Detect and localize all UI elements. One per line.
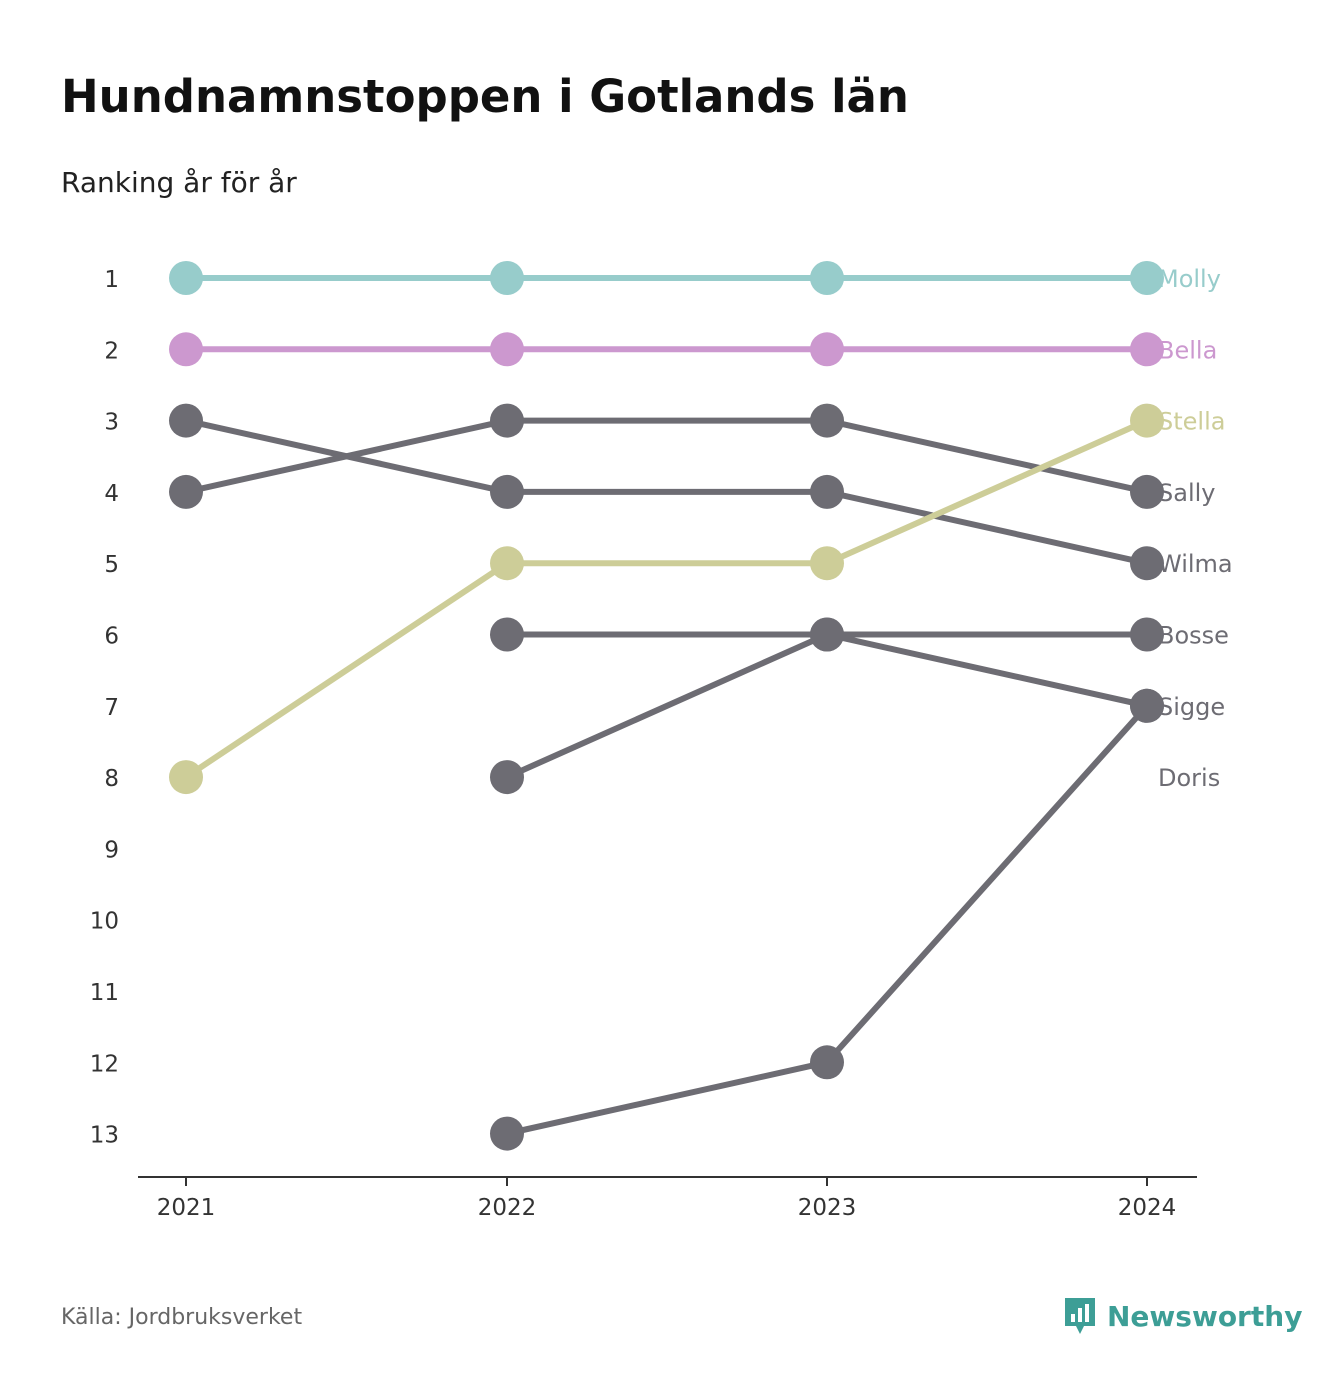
point-stella bbox=[490, 546, 524, 581]
brand-logo: Newsworthy bbox=[1063, 1296, 1302, 1336]
point-stella bbox=[810, 546, 844, 581]
series-line-stella bbox=[184, 417, 1149, 780]
series-label-wilma: Wilma bbox=[1158, 550, 1233, 578]
point-molly bbox=[1130, 261, 1164, 295]
point-stella bbox=[169, 760, 203, 795]
x-tick-label: 2024 bbox=[1118, 1195, 1177, 1221]
chart-title: Hundnamnstoppen i Gotlands län bbox=[61, 70, 909, 123]
series-label-sigge: Sigge bbox=[1158, 693, 1225, 721]
point-molly bbox=[169, 261, 203, 295]
point-doris bbox=[490, 760, 524, 795]
series-line-doris bbox=[505, 631, 1148, 780]
y-tick-label: 10 bbox=[90, 909, 119, 935]
y-tick-label: 3 bbox=[104, 410, 119, 436]
series-label-molly: Molly bbox=[1158, 265, 1221, 293]
series-label-bella: Bella bbox=[1158, 336, 1217, 364]
y-tick-label: 11 bbox=[90, 980, 119, 1006]
point-bella bbox=[810, 332, 844, 367]
y-tick-label: 13 bbox=[90, 1123, 119, 1149]
point-sally bbox=[490, 403, 524, 438]
series-label-stella: Stella bbox=[1158, 408, 1225, 436]
series-label-bosse: Bosse bbox=[1158, 622, 1229, 650]
point-bosse bbox=[1130, 617, 1164, 652]
point-bella bbox=[490, 332, 524, 367]
series-line-sally bbox=[185, 417, 1148, 495]
brand-name: Newsworthy bbox=[1107, 1299, 1303, 1333]
point-sigge bbox=[810, 1045, 844, 1080]
point-stella bbox=[1130, 403, 1164, 438]
newsworthy-logo-icon bbox=[1065, 1298, 1095, 1334]
point-molly bbox=[810, 261, 844, 295]
point-sally bbox=[1130, 474, 1164, 509]
series-label-doris: Doris bbox=[1158, 764, 1220, 792]
y-tick-label: 12 bbox=[90, 1051, 119, 1077]
y-tick-label: 2 bbox=[104, 338, 119, 364]
point-bella bbox=[169, 332, 203, 367]
series-lines bbox=[184, 275, 1150, 1137]
point-doris bbox=[810, 617, 844, 652]
point-wilma bbox=[169, 403, 203, 438]
x-axis-ticks: 2021 2022 2023 2024 bbox=[157, 1177, 1177, 1221]
point-wilma bbox=[810, 474, 844, 509]
point-sigge bbox=[490, 1116, 524, 1151]
series-points bbox=[169, 261, 1164, 1151]
point-sally bbox=[810, 403, 844, 438]
x-tick-label: 2023 bbox=[798, 1195, 857, 1221]
y-tick-label: 5 bbox=[104, 552, 119, 578]
x-tick-label: 2021 bbox=[157, 1195, 216, 1221]
y-tick-label: 1 bbox=[104, 267, 119, 293]
series-label-sally: Sally bbox=[1158, 479, 1215, 507]
y-tick-label: 6 bbox=[104, 624, 119, 650]
y-tick-label: 8 bbox=[104, 766, 119, 792]
point-molly bbox=[490, 261, 524, 295]
series-line-wilma bbox=[185, 417, 1148, 567]
chart-subtitle: Ranking år för år bbox=[61, 166, 297, 199]
point-bella bbox=[1130, 332, 1164, 367]
y-tick-label: 9 bbox=[104, 837, 119, 863]
point-sally bbox=[169, 474, 203, 509]
source-note: Källa: Jordbruksverket bbox=[61, 1305, 303, 1330]
y-tick-label: 4 bbox=[104, 481, 119, 507]
point-bosse bbox=[490, 617, 524, 652]
point-doris bbox=[1130, 688, 1164, 723]
point-wilma bbox=[1130, 546, 1164, 581]
series-labels: Molly Bella Stella Sally Wilma Bosse Sigge Dori… bbox=[1158, 265, 1233, 792]
point-wilma bbox=[490, 474, 524, 509]
x-tick-label: 2022 bbox=[478, 1195, 537, 1221]
y-tick-label: 7 bbox=[104, 695, 119, 721]
